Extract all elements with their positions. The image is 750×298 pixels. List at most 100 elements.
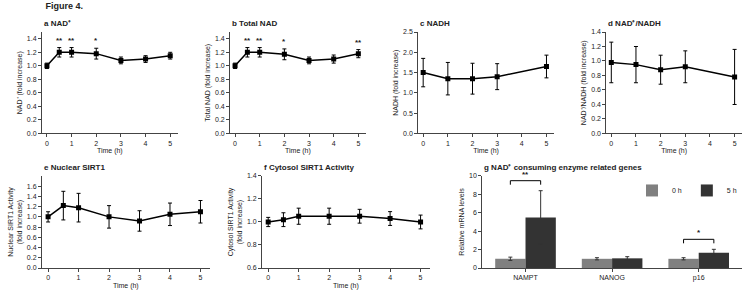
svg-text:2.0: 2.0 [403,49,413,56]
svg-text:b Total NAD: b Total NAD [232,19,277,28]
svg-text:NANOG: NANOG [599,274,625,281]
svg-text:**: ** [355,38,362,47]
svg-text:2: 2 [107,274,111,281]
svg-text:1: 1 [77,274,81,281]
svg-text:1.2: 1.2 [247,195,257,202]
svg-text:0.8: 0.8 [215,76,225,83]
svg-text:Time (h): Time (h) [97,147,123,155]
svg-text:0.8: 0.8 [27,76,37,83]
svg-text:Time (h): Time (h) [333,282,359,290]
svg-text:5: 5 [168,140,172,147]
svg-text:1.4: 1.4 [215,35,225,42]
svg-text:1.0: 1.0 [215,62,225,69]
svg-text:0.0: 0.0 [215,130,225,137]
svg-text:3: 3 [307,140,311,147]
svg-text:3: 3 [358,274,362,281]
svg-text:2: 2 [471,140,475,147]
svg-text:0: 0 [45,140,49,147]
svg-text:1.4: 1.4 [27,193,37,200]
svg-text:0.6: 0.6 [591,86,601,93]
svg-text:5: 5 [545,140,549,147]
svg-text:4: 4 [168,274,172,281]
svg-text:4: 4 [144,140,148,147]
svg-text:0: 0 [421,140,425,147]
svg-text:NAD⁺/NADH (fold increase): NAD⁺/NADH (fold increase) [580,40,588,125]
svg-text:4: 4 [708,140,712,147]
svg-text:Figure 4.: Figure 4. [46,1,84,11]
svg-text:0.0: 0.0 [27,130,37,137]
svg-text:0.4: 0.4 [27,244,37,251]
svg-text:5: 5 [419,274,423,281]
svg-text:1.0: 1.0 [27,213,37,220]
svg-text:Relative mRNA levels: Relative mRNA levels [458,188,465,256]
svg-text:p16: p16 [693,274,705,282]
svg-text:Time (h): Time (h) [473,147,499,155]
svg-text:1.0: 1.0 [247,218,257,225]
svg-text:d NAD⁺/NADH: d NAD⁺/NADH [608,19,661,28]
svg-text:2: 2 [94,140,98,147]
svg-text:3: 3 [119,140,123,147]
svg-text:0: 0 [609,140,613,147]
svg-text:0.6: 0.6 [215,89,225,96]
svg-text:0.2: 0.2 [215,116,225,123]
svg-text:0.8: 0.8 [591,72,601,79]
svg-text:1.6: 1.6 [27,183,37,190]
svg-text:g NAD⁺ consuming enzyme relate: g NAD⁺ consuming enzyme related genes [484,163,642,172]
svg-text:**: ** [68,36,75,45]
svg-text:1: 1 [258,140,262,147]
svg-text:0.6: 0.6 [247,264,257,271]
svg-text:2: 2 [659,140,663,147]
svg-text:3: 3 [683,140,687,147]
svg-text:0.0: 0.0 [403,130,413,137]
svg-text:0.8: 0.8 [27,224,37,231]
svg-text:*: * [697,228,701,237]
svg-text:0.2: 0.2 [591,115,601,122]
svg-text:**: ** [256,36,263,45]
svg-text:0.0: 0.0 [27,264,37,271]
svg-text:Time (h): Time (h) [661,147,687,155]
svg-text:**: ** [56,36,63,45]
svg-text:Total NAD (fold increase): Total NAD (fold increase) [204,44,212,122]
svg-text:4: 4 [520,140,524,147]
svg-text:5: 5 [356,140,360,147]
svg-text:3: 3 [495,140,499,147]
svg-text:**: ** [244,36,251,45]
svg-text:1: 1 [634,140,638,147]
svg-text:2: 2 [327,274,331,281]
svg-text:0.5: 0.5 [403,110,413,117]
svg-text:3: 3 [138,274,142,281]
svg-text:0.2: 0.2 [27,116,37,123]
svg-text:a NAD⁺: a NAD⁺ [44,19,71,28]
svg-text:8: 8 [473,191,477,198]
svg-text:0: 0 [233,140,237,147]
svg-text:0.8: 0.8 [247,241,257,248]
svg-text:5: 5 [733,140,737,147]
svg-text:NAD⁺ (fold increase): NAD⁺ (fold increase) [16,51,24,114]
svg-text:0.6: 0.6 [27,234,37,241]
svg-text:0.2: 0.2 [27,254,37,261]
svg-text:Time (h): Time (h) [113,282,139,290]
svg-text:**: ** [522,170,529,179]
svg-text:*: * [94,36,98,45]
svg-text:0: 0 [473,264,477,271]
svg-text:Time (h): Time (h) [285,147,311,155]
svg-text:5: 5 [199,274,203,281]
svg-text:Cytosol SIRT1 Activity(fold in: Cytosol SIRT1 Activity(fold increase) [227,187,244,256]
svg-text:NAMPT: NAMPT [513,274,538,281]
svg-text:2: 2 [282,140,286,147]
svg-text:0: 0 [266,274,270,281]
svg-text:1.2: 1.2 [27,49,37,56]
svg-text:1.5: 1.5 [403,69,413,76]
svg-text:c NADH: c NADH [420,19,450,28]
svg-text:1.2: 1.2 [27,203,37,210]
svg-text:0.4: 0.4 [215,103,225,110]
svg-text:1.0: 1.0 [27,62,37,69]
svg-text:NADH (fold increase): NADH (fold increase) [392,50,400,116]
svg-text:1.4: 1.4 [247,172,257,179]
svg-text:0.0: 0.0 [591,130,601,137]
svg-text:0.4: 0.4 [591,101,601,108]
svg-text:4: 4 [473,228,477,235]
svg-text:4: 4 [332,140,336,147]
svg-text:0 h: 0 h [672,187,682,194]
svg-text:0.4: 0.4 [27,103,37,110]
